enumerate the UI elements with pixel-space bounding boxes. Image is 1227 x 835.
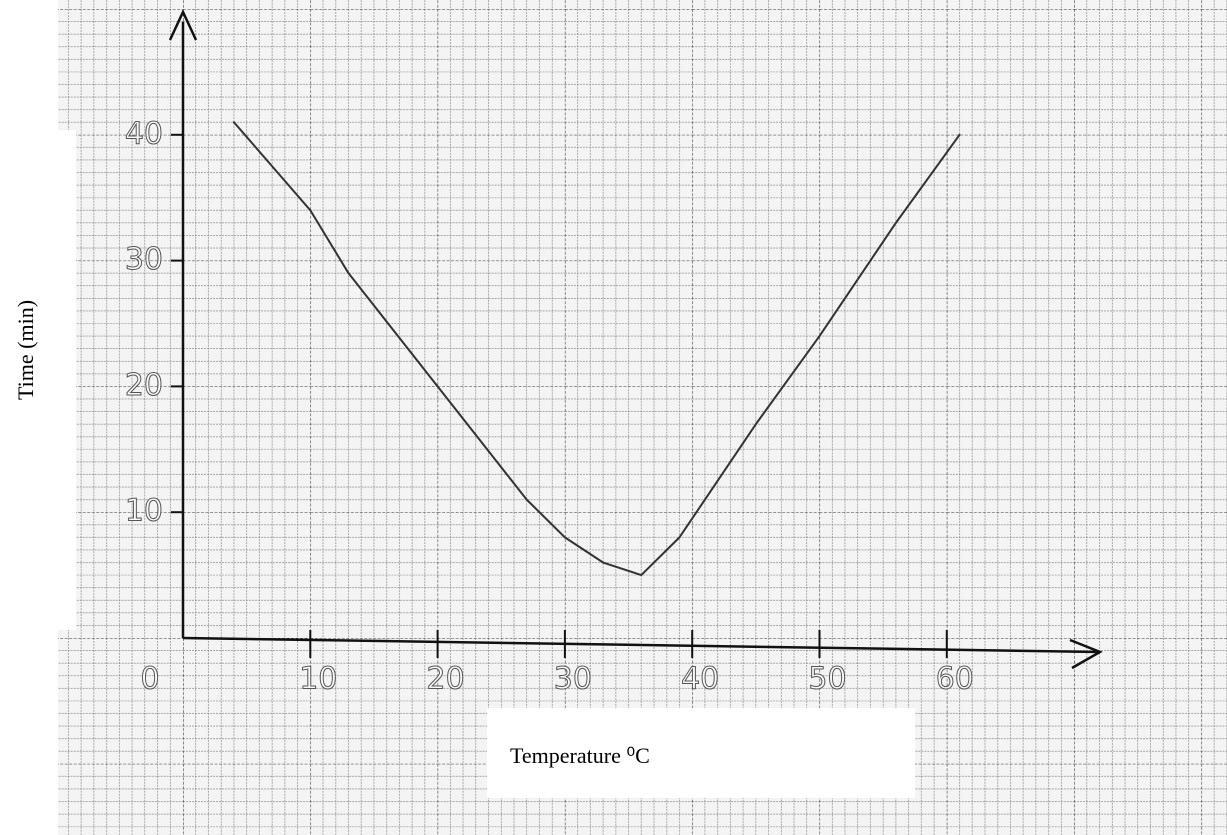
y-tick-label: 30 (125, 242, 163, 277)
x-tick-label: 60 (936, 662, 974, 697)
y-tick-label: 40 (125, 116, 163, 151)
x-axis-arrow (1069, 638, 1103, 670)
x-axis-label: Temperature ⁰C (510, 743, 650, 768)
x-tick-label: 20 (427, 662, 465, 697)
left-margin (0, 0, 58, 835)
graph-paper-grid (58, 0, 1227, 835)
left-margin (58, 130, 76, 630)
data-line (232, 121, 961, 577)
label-box (487, 708, 915, 798)
x-tick-label: 30 (554, 662, 592, 697)
x-tick-label: 0 (140, 662, 159, 697)
y-tick-label: 20 (125, 368, 163, 403)
y-tick-label: 10 (125, 494, 163, 529)
x-tick-label: 40 (681, 662, 719, 697)
x-tick-label: 10 (299, 662, 337, 697)
x-tick-label: 50 (808, 662, 846, 697)
y-axis-label: Time (min) (13, 300, 38, 400)
y-axis-arrow (168, 9, 198, 41)
